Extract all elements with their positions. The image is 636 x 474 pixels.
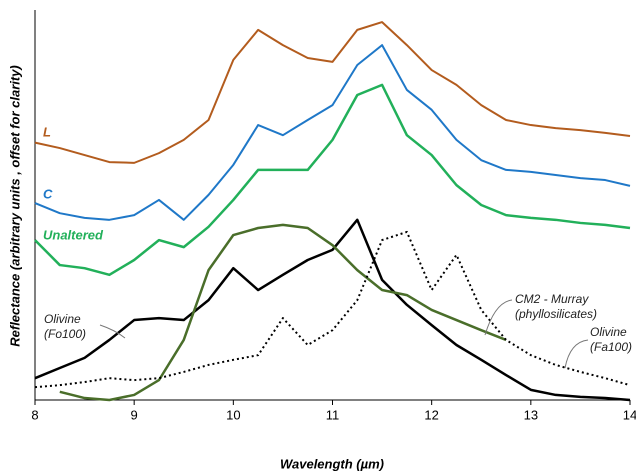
annotation: (Fa100) <box>590 340 632 354</box>
x-tick-label: 9 <box>131 407 138 422</box>
spectrum-line <box>34 21 631 164</box>
spectrum-line <box>34 83 631 277</box>
spectrum-line <box>34 230 631 389</box>
x-tick-label: 13 <box>524 407 538 422</box>
annotation: Olivine <box>44 312 81 326</box>
x-tick-label: 10 <box>226 407 240 422</box>
spectrum-line <box>59 223 507 402</box>
annotation: CM2 - Murray <box>515 292 589 306</box>
x-tick-label: 14 <box>623 407 636 422</box>
annotation: (phyllosilicates) <box>515 307 597 321</box>
series-label: Unaltered <box>43 227 104 242</box>
x-tick-label: 11 <box>326 407 340 422</box>
annotation: Olivine <box>590 325 627 339</box>
annotation: (Fo100) <box>44 327 86 341</box>
leader-line <box>99 324 126 339</box>
x-tick-label: 8 <box>31 407 38 422</box>
spectrum-line <box>34 44 631 221</box>
y-axis-label: Reflectance (arbitrary units , offset fo… <box>7 65 22 347</box>
x-tick-label: 12 <box>424 407 438 422</box>
series-label: C <box>43 186 53 201</box>
spectrum-line <box>34 218 631 402</box>
leader-line <box>484 299 513 336</box>
x-axis-label: Wavelength (µm) <box>280 456 384 471</box>
leader-line <box>564 339 589 369</box>
series-label: L <box>43 124 51 139</box>
